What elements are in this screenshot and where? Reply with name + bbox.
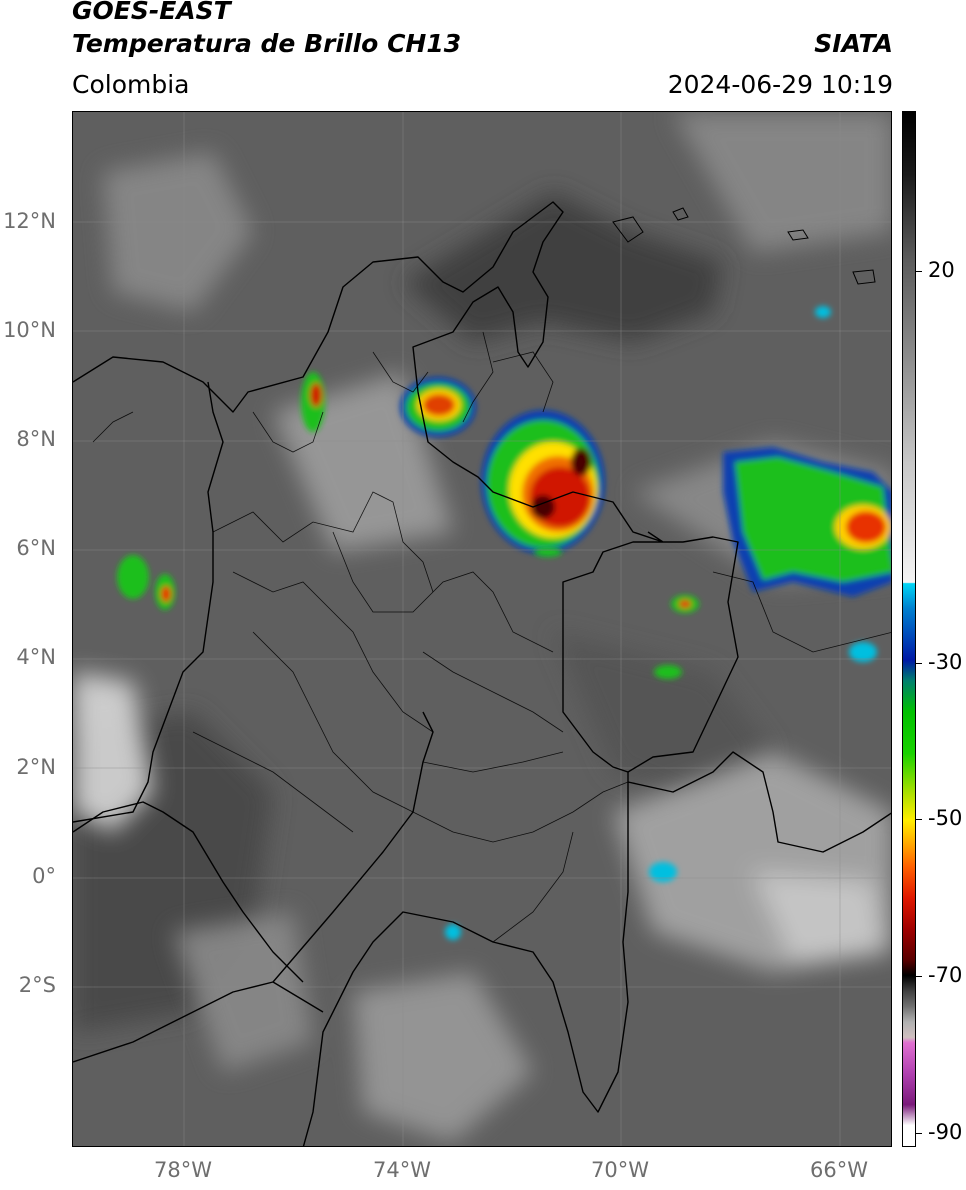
- cbar-tick-m90: [916, 1133, 922, 1134]
- cbar-tick-m70: [916, 976, 922, 977]
- lon-label-78w: 78°W: [154, 1158, 212, 1182]
- lat-label-2n: 2°N: [16, 755, 56, 779]
- satellite-title: GOES-EAST: [72, 0, 231, 25]
- cbar-tick-m50: [916, 819, 922, 820]
- cbar-label-20: 20: [928, 258, 955, 282]
- islands: [612, 207, 876, 285]
- lat-label-12n: 12°N: [3, 209, 56, 233]
- lat-label-4n: 4°N: [16, 645, 56, 669]
- lon-label-74w: 74°W: [373, 1158, 431, 1182]
- cbar-label-m50: -50: [928, 806, 963, 830]
- cbar-label-m30: -30: [928, 650, 963, 674]
- product-title: Temperatura de Brillo CH13: [72, 29, 462, 58]
- admin-borders: [92, 331, 891, 943]
- cbar-tick-20: [916, 271, 922, 272]
- lat-label-2s: 2°S: [18, 973, 56, 997]
- map-canvas: [73, 112, 891, 1146]
- lat-label-6n: 6°N: [16, 536, 56, 560]
- lat-label-10n: 10°N: [3, 318, 56, 342]
- lat-label-8n: 8°N: [16, 427, 56, 451]
- storm-cell-maracaibo: [400, 377, 476, 437]
- colorbar: [902, 111, 916, 1147]
- provider-label: SIATA: [814, 29, 893, 58]
- cbar-tick-m30: [916, 663, 922, 664]
- lon-label-70w: 70°W: [591, 1158, 649, 1182]
- timestamp-label: 2024-06-29 10:19: [667, 70, 893, 99]
- storm-cell-west: [117, 372, 325, 610]
- lon-label-66w: 66°W: [810, 1158, 868, 1182]
- small-convection: [445, 306, 877, 940]
- satellite-map[interactable]: [72, 111, 892, 1147]
- region-label: Colombia: [72, 70, 190, 99]
- graticule: [73, 112, 891, 1146]
- storm-cell-east: [723, 447, 891, 597]
- cbar-label-m90: -90: [928, 1120, 963, 1144]
- cbar-label-m70: -70: [928, 963, 963, 987]
- storm-cell-venezuela: [481, 410, 605, 554]
- lat-label-0: 0°: [32, 864, 56, 888]
